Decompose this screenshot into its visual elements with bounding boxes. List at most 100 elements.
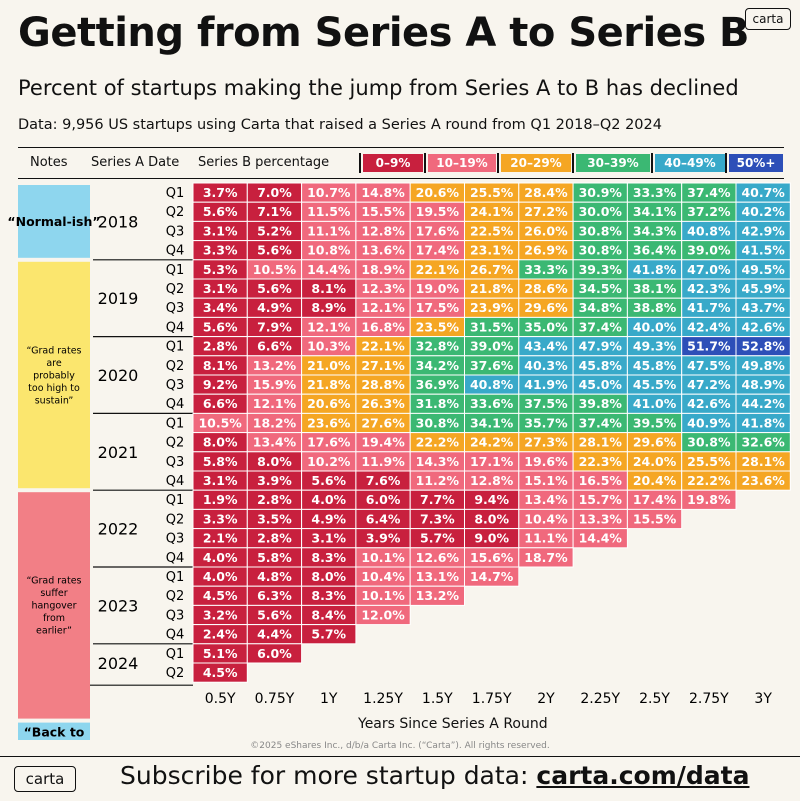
- note-line: hangover: [31, 601, 76, 612]
- cell-value: 38.1%: [633, 281, 677, 296]
- cell-value: 8.1%: [203, 358, 238, 373]
- cell-value: 7.9%: [257, 319, 292, 334]
- cell-value: 27.1%: [361, 358, 405, 373]
- cell-value: 22.1%: [416, 262, 460, 277]
- x-tick-label: 2.75Y: [689, 691, 729, 707]
- cell-value: 51.7%: [687, 339, 731, 354]
- cell-value: 41.8%: [633, 262, 677, 277]
- cell-value: 5.6%: [257, 607, 292, 622]
- cell-value: 27.2%: [524, 204, 568, 219]
- cell-value: 48.9%: [741, 377, 785, 392]
- quarter-label: Q4: [166, 320, 185, 335]
- quarter-label: Q3: [166, 455, 185, 470]
- cell-value: 8.3%: [311, 550, 346, 565]
- cell-value: 14.7%: [470, 569, 514, 584]
- cell-value: 23.6%: [741, 473, 785, 488]
- cell-value: 40.8%: [687, 223, 731, 238]
- cell-value: 29.6%: [524, 300, 568, 315]
- year-label: 2020: [98, 366, 139, 385]
- subscribe-link[interactable]: carta.com/data: [536, 761, 749, 790]
- cell-value: 17.4%: [416, 243, 460, 258]
- quarter-label: Q3: [166, 378, 185, 393]
- cell-value: 5.7%: [420, 531, 455, 546]
- x-tick-label: 0.5Y: [205, 691, 236, 707]
- quarter-label: Q2: [166, 205, 185, 220]
- cell-value: 41.5%: [741, 243, 785, 258]
- cell-value: 21.0%: [307, 358, 351, 373]
- note-line: are: [46, 358, 62, 369]
- quarter-label: Q3: [166, 301, 185, 316]
- cell-value: 24.0%: [633, 454, 677, 469]
- cell-value: 34.3%: [633, 223, 677, 238]
- x-tick-label: 2.5Y: [639, 691, 670, 707]
- cell-value: 12.8%: [470, 473, 514, 488]
- cell-value: 6.6%: [203, 396, 238, 411]
- cell-value: 17.6%: [416, 223, 460, 238]
- cell-value: 18.7%: [524, 550, 568, 565]
- cell-value: 6.6%: [257, 339, 292, 354]
- quarter-label: Q2: [166, 666, 185, 681]
- quarter-label: Q2: [166, 282, 185, 297]
- cell-value: 23.1%: [470, 243, 514, 258]
- cell-value: 12.1%: [307, 319, 351, 334]
- cell-value: 39.3%: [579, 262, 623, 277]
- cell-value: 13.4%: [253, 435, 297, 450]
- subscribe-text: Subscribe for more startup data: carta.c…: [120, 761, 749, 790]
- quarter-label: Q2: [166, 436, 185, 451]
- cell-value: 49.5%: [741, 262, 785, 277]
- quarter-label: Q1: [166, 416, 185, 431]
- cell-value: 6.3%: [257, 588, 292, 603]
- cell-value: 40.8%: [470, 377, 514, 392]
- cell-value: 19.8%: [687, 492, 731, 507]
- cell-value: 26.0%: [524, 223, 568, 238]
- cell-value: 3.9%: [257, 473, 292, 488]
- cell-value: 31.5%: [470, 319, 514, 334]
- cell-value: 5.8%: [203, 454, 238, 469]
- cell-value: 19.0%: [416, 281, 460, 296]
- cell-value: 22.2%: [687, 473, 731, 488]
- carta-logo-footer[interactable]: carta: [14, 766, 76, 792]
- cell-value: 11.1%: [307, 223, 351, 238]
- cell-value: 5.6%: [311, 473, 346, 488]
- cell-value: 45.8%: [579, 358, 623, 373]
- cell-value: 43.7%: [741, 300, 785, 315]
- cell-value: 12.6%: [416, 550, 460, 565]
- cell-value: 8.0%: [311, 569, 346, 584]
- cell-value: 8.4%: [311, 607, 346, 622]
- cell-value: 34.5%: [579, 281, 623, 296]
- cell-value: 10.7%: [307, 185, 351, 200]
- cell-value: 3.1%: [311, 531, 346, 546]
- note-line: from: [43, 613, 65, 624]
- cell-value: 37.5%: [524, 396, 568, 411]
- cell-value: 10.1%: [361, 550, 405, 565]
- cell-value: 41.9%: [524, 377, 568, 392]
- cell-value: 47.9%: [579, 339, 623, 354]
- cell-value: 7.7%: [420, 492, 455, 507]
- cell-value: 35.0%: [524, 319, 568, 334]
- cell-value: 8.3%: [311, 588, 346, 603]
- cell-value: 5.1%: [203, 646, 238, 661]
- cell-value: 37.4%: [579, 415, 623, 430]
- cell-value: 9.2%: [203, 377, 238, 392]
- cell-value: 37.4%: [687, 185, 731, 200]
- cell-value: 10.1%: [361, 588, 405, 603]
- cell-value: 13.2%: [253, 358, 297, 373]
- cell-value: 4.4%: [257, 627, 292, 642]
- cell-value: 41.7%: [687, 300, 731, 315]
- note-text: “Normal-ish”: [7, 214, 100, 229]
- cell-value: 44.2%: [741, 396, 785, 411]
- cell-value: 3.1%: [203, 473, 238, 488]
- cell-value: 40.2%: [741, 204, 785, 219]
- cell-value: 20.4%: [633, 473, 677, 488]
- cell-value: 15.5%: [361, 204, 405, 219]
- cell-value: 45.5%: [633, 377, 677, 392]
- cell-value: 11.5%: [307, 204, 351, 219]
- year-label: 2024: [98, 654, 139, 673]
- quarter-label: Q4: [166, 397, 185, 412]
- cell-value: 19.6%: [524, 454, 568, 469]
- cell-value: 40.7%: [741, 185, 785, 200]
- cell-value: 3.3%: [203, 243, 238, 258]
- cell-value: 49.8%: [741, 358, 785, 373]
- cell-value: 7.6%: [366, 473, 401, 488]
- note-line: earlier”: [36, 626, 72, 637]
